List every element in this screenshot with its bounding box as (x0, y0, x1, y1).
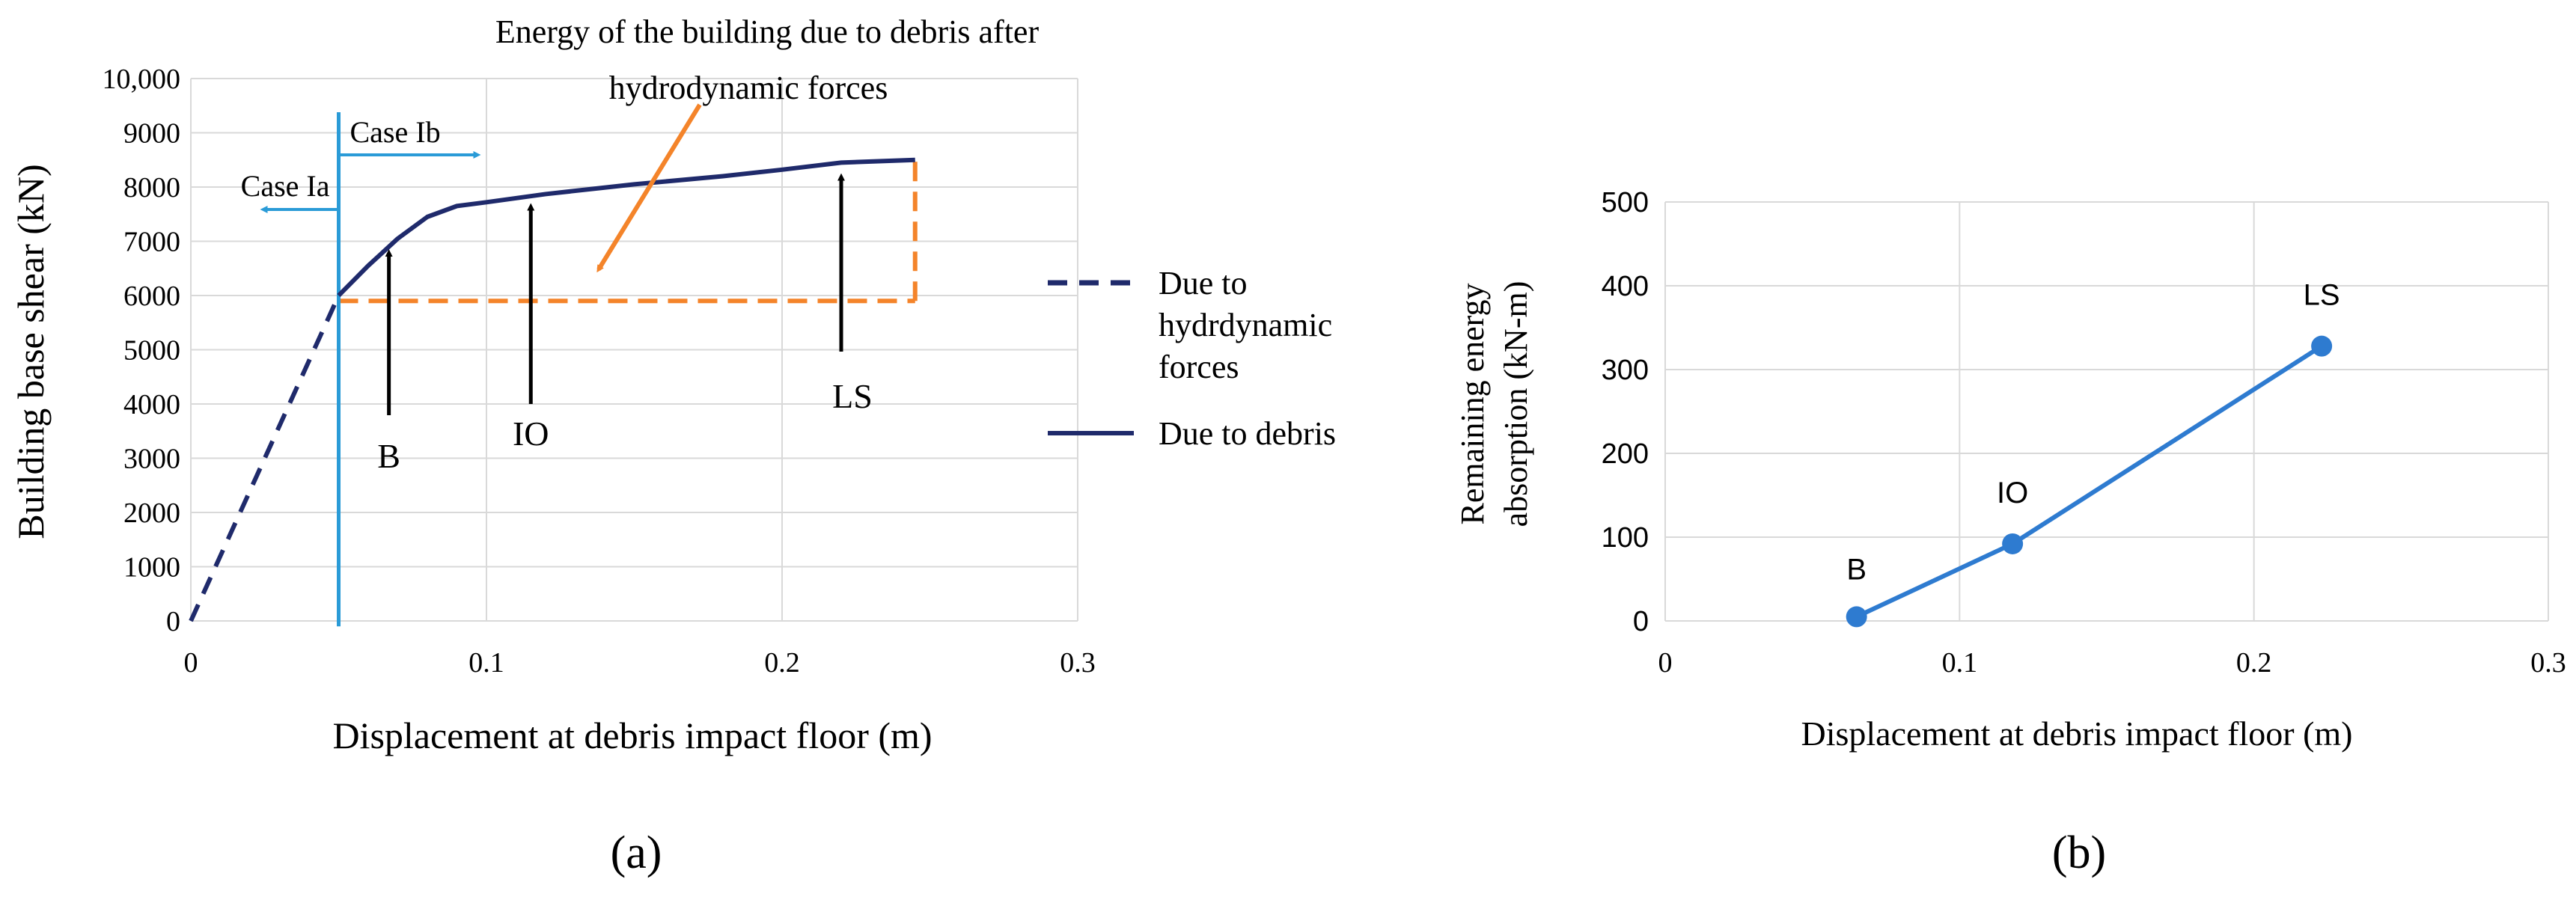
annotation-arrow (596, 103, 702, 273)
chart-a-panel-label: (a) (611, 827, 662, 878)
chart-a: 0 1000 2000 3000 4000 5000 6000 7000 8000 9000 10,… (10, 13, 1336, 878)
chart-b-y-axis-label-line-1: Remaining energy (1454, 284, 1491, 525)
point-label-ls: LS (2304, 279, 2340, 312)
chart-a-series (189, 157, 915, 622)
legend-hydro-line: Due to (1159, 265, 1248, 301)
x-tick-label: 0.1 (468, 647, 504, 679)
chart-b-gridlines (1664, 201, 2549, 622)
y-tick-label: 9000 (123, 118, 180, 150)
y-tick-label: 10,000 (103, 64, 181, 95)
chart-b-series: B IO LS (1846, 279, 2340, 628)
legend-hydro-line: forces (1159, 349, 1239, 385)
point-label-b: B (1846, 553, 1867, 586)
x-tick-label: 0.2 (764, 647, 800, 679)
legend-hydro-line: hydrdynamic (1159, 307, 1332, 343)
chart-a-legend: Due to hydrdynamic forces Due to debris (1048, 265, 1336, 452)
chart-a-y-ticks: 0 1000 2000 3000 4000 5000 6000 7000 8000 9000 10,… (103, 64, 181, 637)
y-tick-label: 100 (1602, 522, 1649, 554)
y-tick-label: 8000 (123, 172, 180, 203)
chart-a-annotations: Case Ia Case Ib B IO LS (241, 103, 873, 475)
y-tick-label: 0 (166, 606, 180, 637)
y-tick-label: 200 (1602, 438, 1649, 470)
y-tick-label: 300 (1602, 355, 1649, 386)
point-label-b: B (377, 437, 400, 475)
chart-a-x-ticks: 0 0.1 0.2 0.3 (184, 647, 1096, 679)
series-debris-line (337, 157, 915, 298)
point-label-io: IO (1997, 477, 2028, 509)
point-marker-ls (2311, 335, 2333, 357)
chart-b-y-axis-label: Remaining energy absorption (kN-m) (1454, 281, 1534, 527)
case-ib-label: Case Ib (350, 115, 441, 149)
chart-b-x-axis-label: Displacement at debris impact floor (m) (1801, 714, 2352, 753)
point-label-ls: LS (832, 377, 873, 415)
chart-a-x-axis-label: Displacement at debris impact floor (m) (332, 714, 932, 756)
chart-a-energy-region (337, 112, 918, 627)
y-tick-label: 4000 (123, 389, 180, 420)
y-tick-label: 5000 (123, 335, 180, 367)
y-tick-label: 7000 (123, 227, 180, 258)
y-tick-label: 3000 (123, 444, 180, 475)
series-energy-line (1855, 344, 2323, 619)
x-tick-label: 0.3 (2530, 647, 2566, 679)
chart-b-panel-label: (b) (2052, 827, 2106, 878)
chart-b-y-axis-label-line-2: absorption (kN-m) (1498, 281, 1534, 527)
x-tick-label: 0.1 (1942, 647, 1978, 679)
x-tick-label: 0 (184, 647, 198, 679)
y-tick-label: 400 (1602, 271, 1649, 302)
legend-hydrodynamic-label: Due to hydrdynamic forces (1159, 265, 1332, 385)
chart-a-annotation-line-2: hydrodynamic forces (609, 70, 888, 106)
x-tick-label: 0.3 (1060, 647, 1096, 679)
point-marker-b (1846, 606, 1867, 628)
chart-a-gridlines (190, 78, 1078, 622)
point-marker-io (2002, 533, 2024, 554)
case-ia-label: Case Ia (241, 169, 330, 203)
y-tick-label: 1000 (123, 552, 180, 584)
y-tick-label: 6000 (123, 281, 180, 312)
point-label-io: IO (513, 414, 549, 453)
chart-a-y-axis-label: Building base shear (kN) (10, 164, 52, 539)
y-tick-label: 0 (1633, 606, 1649, 637)
chart-b-y-ticks: 0 100 200 300 400 500 (1602, 187, 1649, 637)
x-tick-label: 0.2 (2236, 647, 2272, 679)
chart-b-x-ticks: 0 0.1 0.2 0.3 (1658, 647, 2566, 679)
chart-b: 0 100 200 300 400 500 0 0.1 0.2 0.3 B IO LS Displa… (1454, 187, 2566, 878)
legend-debris-label: Due to debris (1159, 415, 1336, 452)
y-tick-label: 2000 (123, 498, 180, 529)
chart-a-annotation-line-1: Energy of the building due to debris aft… (495, 13, 1040, 50)
x-tick-label: 0 (1658, 647, 1673, 679)
y-tick-label: 500 (1602, 187, 1649, 218)
